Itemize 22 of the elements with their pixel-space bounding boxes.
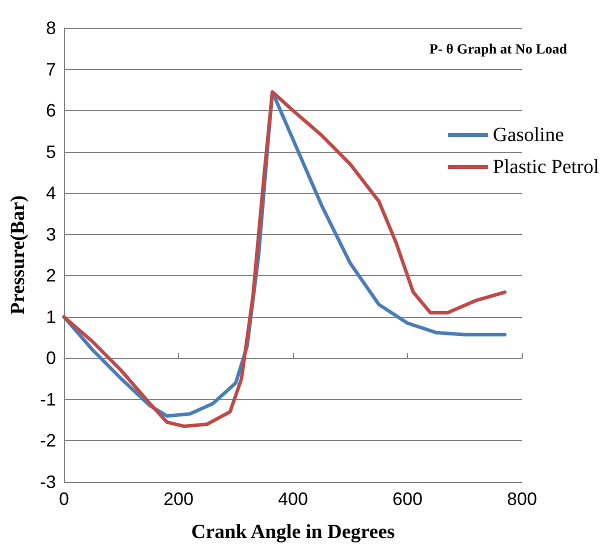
y-tick-label: 8 xyxy=(46,18,56,38)
legend-label: Plastic Petrol xyxy=(492,156,600,178)
x-tick-label: 800 xyxy=(506,489,538,509)
x-tick-label: 200 xyxy=(163,489,194,509)
y-tick-label: -1 xyxy=(40,389,56,410)
y-tick-label: 1 xyxy=(46,306,56,327)
text: P- θ Graph at No Load xyxy=(429,42,568,58)
y-tick-label: 5 xyxy=(46,142,56,162)
y-tick-label: -3 xyxy=(40,472,56,492)
x-axis-title: Crank Angle in Degrees xyxy=(191,521,395,543)
y-tick-label: -2 xyxy=(40,430,56,451)
legend-label: Gasoline xyxy=(492,124,564,146)
y-tick-label: 6 xyxy=(46,100,56,121)
x-tick-label: 600 xyxy=(392,489,423,509)
y-axis-title: Pressure(Bar) xyxy=(7,195,29,315)
x-tick-label: 0 xyxy=(58,489,70,509)
y-tick-label: 7 xyxy=(46,59,56,80)
y-tick-label: 4 xyxy=(46,183,56,204)
y-tick-label: 3 xyxy=(46,224,56,244)
y-tick-label: 2 xyxy=(46,266,56,286)
x-tick-label: 400 xyxy=(278,489,308,509)
y-tick-label: 0 xyxy=(46,348,56,368)
